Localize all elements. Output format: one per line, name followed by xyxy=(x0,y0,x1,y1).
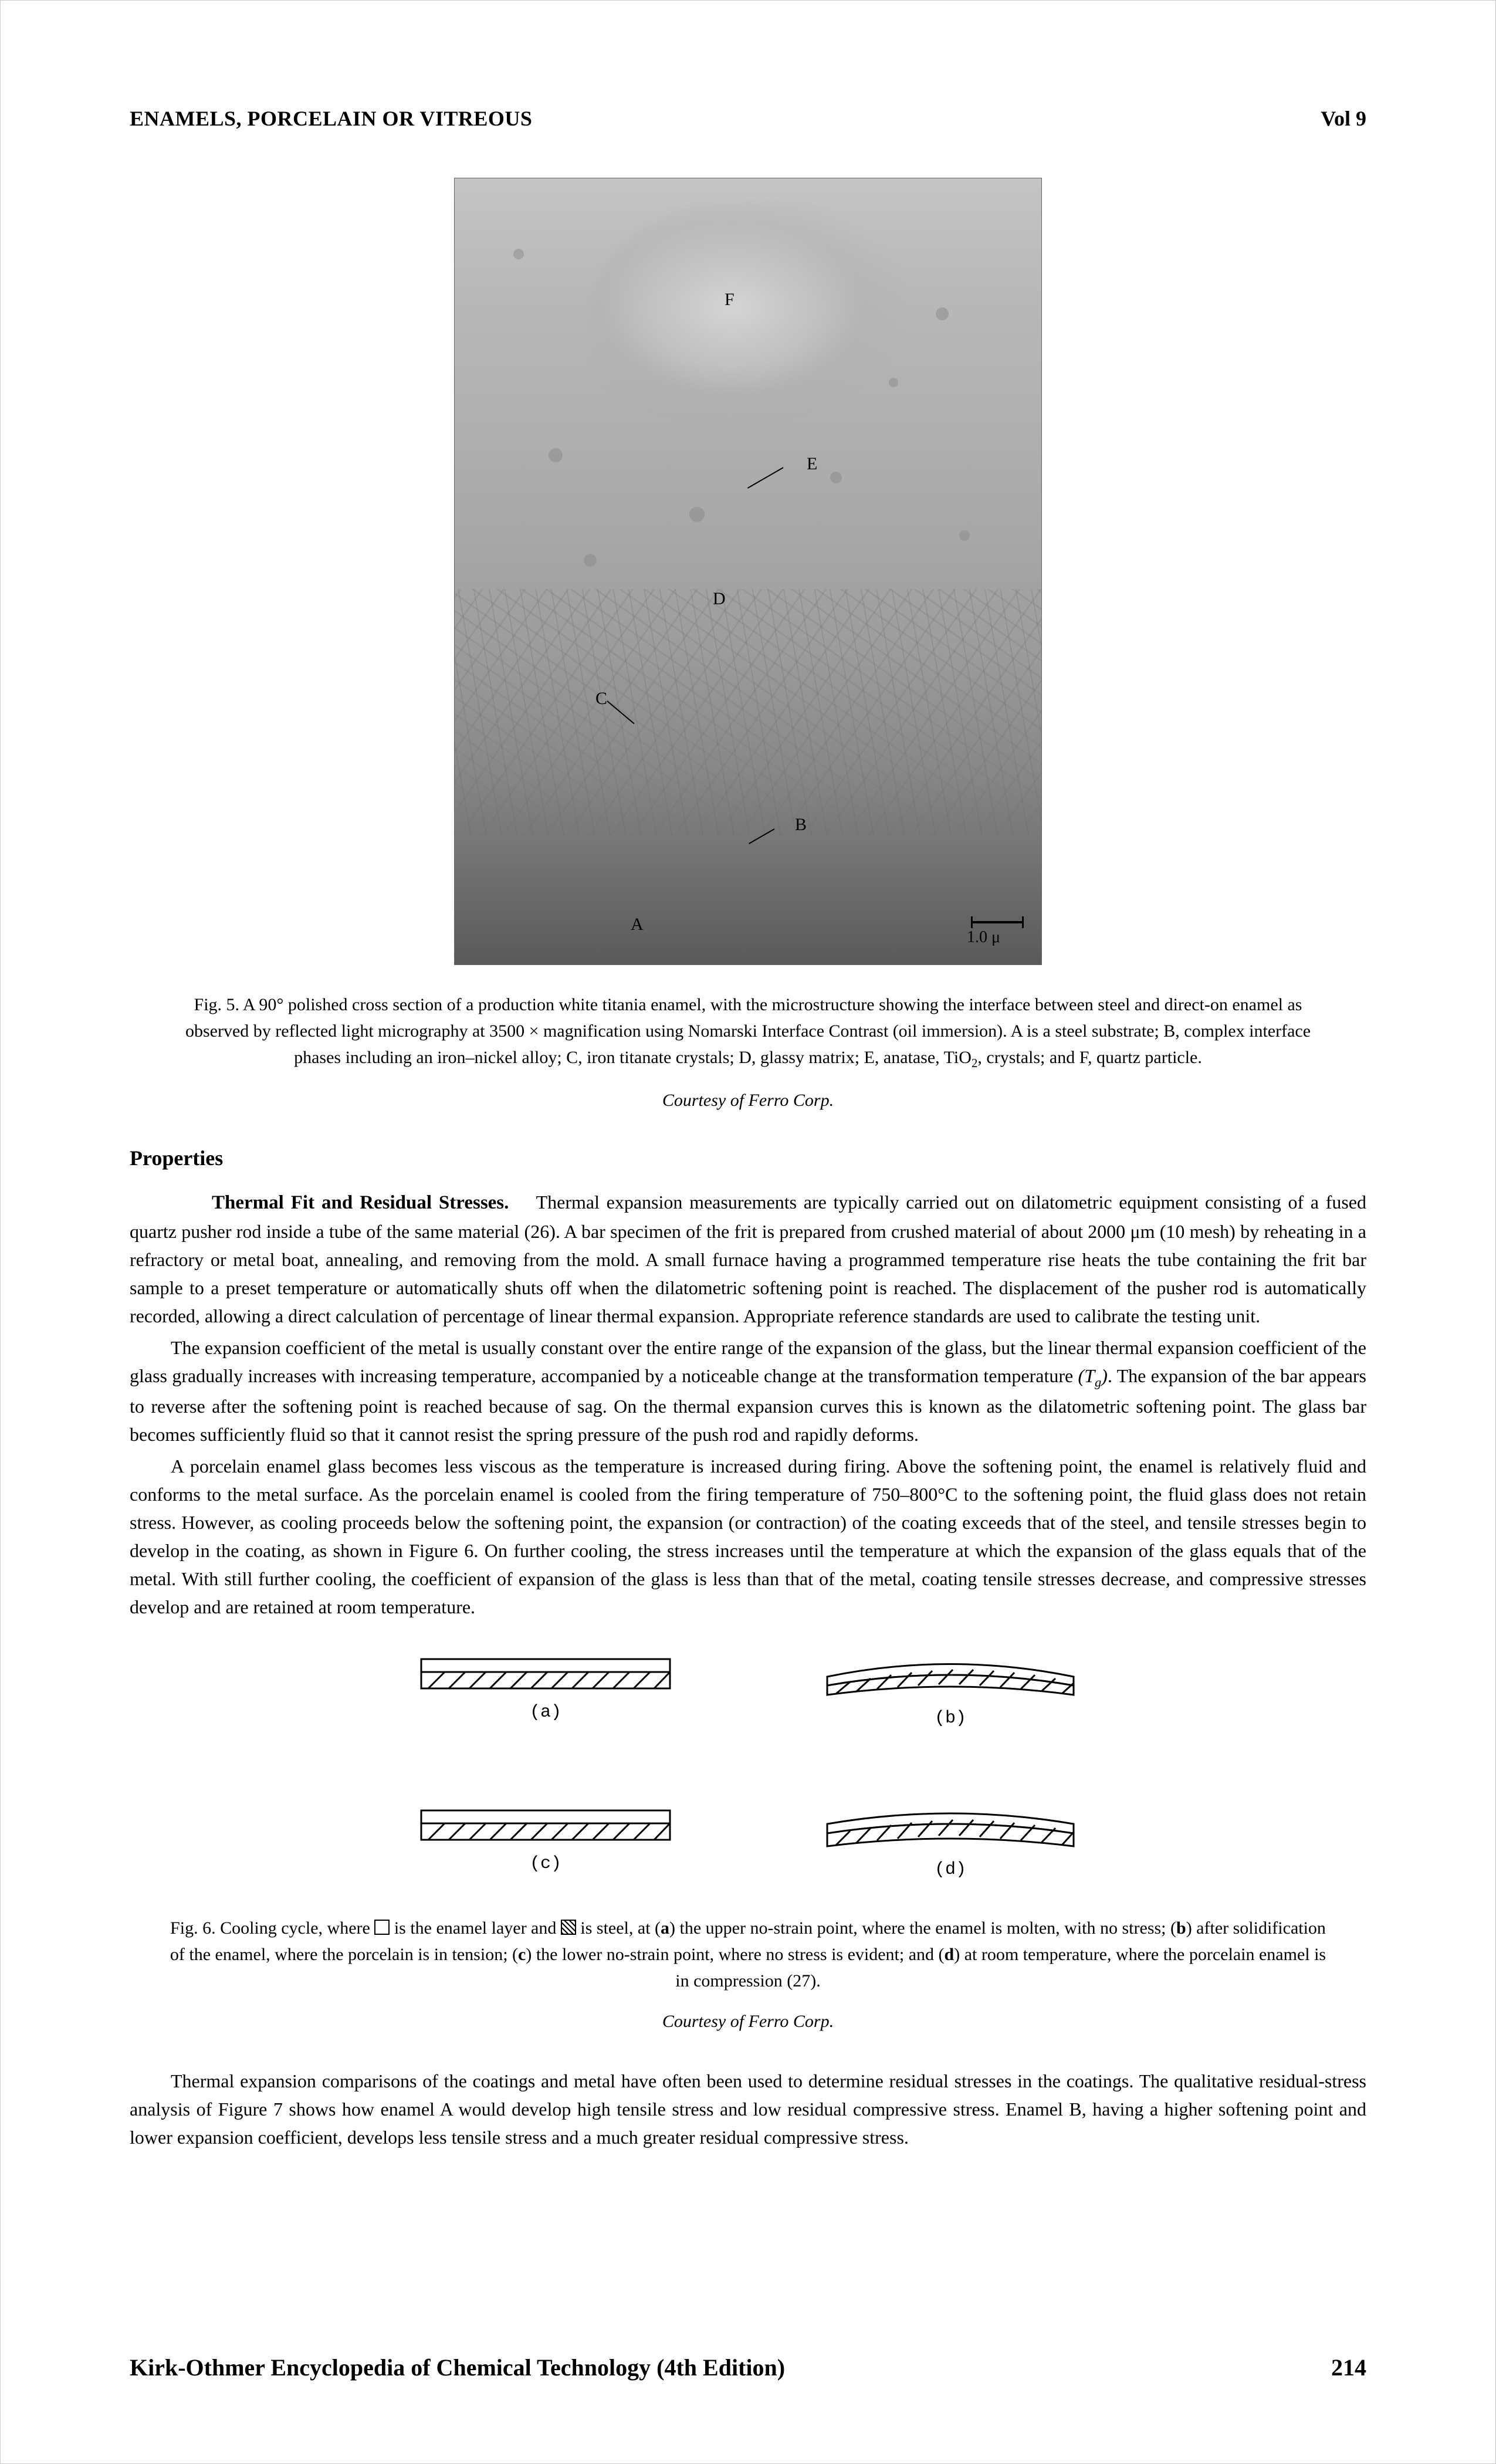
legend-steel-icon xyxy=(561,1920,576,1935)
figure-5-courtesy: Courtesy of Ferro Corp. xyxy=(130,1091,1366,1111)
figure-6-caption: Fig. 6. Cooling cycle, where is the enam… xyxy=(161,1915,1335,1994)
micrograph-speckle xyxy=(513,249,524,259)
fig6-cap-head: Fig. 6. Cooling cycle, where xyxy=(170,1918,374,1938)
figure-6-row-1: (a) (b) xyxy=(130,1656,1366,1728)
figure-6-cell-a: (a) xyxy=(419,1656,672,1728)
fig6-cap-mid1: is the enamel layer and xyxy=(390,1918,561,1938)
subsection-heading: Thermal Fit and Residual Stresses. xyxy=(212,1192,509,1213)
micrograph-speckle xyxy=(889,378,898,387)
fig6-cap-a: a xyxy=(661,1918,669,1938)
figure-6-label-b: (b) xyxy=(824,1708,1077,1728)
section-heading-properties: Properties xyxy=(130,1146,1366,1170)
header-title: ENAMELS, PORCELAIN OR VITREOUS xyxy=(130,106,532,131)
micrograph-speckle xyxy=(584,554,597,567)
micrograph-speckle xyxy=(959,530,970,541)
p2-tg: (T xyxy=(1078,1365,1095,1386)
fig6-cap-d: d xyxy=(945,1945,955,1964)
micrograph-label-e: E xyxy=(807,454,817,474)
paragraph-thermal-fit-2: The expansion coefficient of the metal i… xyxy=(130,1333,1366,1448)
paragraph-thermal-fit-3: A porcelain enamel glass becomes less vi… xyxy=(130,1452,1366,1621)
micrograph-feature-f xyxy=(590,202,906,436)
scale-bar-line xyxy=(971,921,1024,923)
diagram-b-icon xyxy=(824,1656,1077,1697)
p2-tg-sub: g xyxy=(1095,1375,1101,1389)
micrograph-speckle xyxy=(689,507,705,522)
micrograph-speckle xyxy=(830,472,842,483)
micrograph-label-c: C xyxy=(595,689,607,709)
paragraph-thermal-fit-4: Thermal expansion comparisons of the coa… xyxy=(130,2067,1366,2151)
footer-page-number: 214 xyxy=(1331,2354,1366,2381)
micrograph-crystal-band xyxy=(455,589,1041,835)
page: ENAMELS, PORCELAIN OR VITREOUS Vol 9 F E… xyxy=(0,0,1496,2464)
figure-6: (a) (b) xyxy=(130,1656,1366,2032)
fig6-cap-b: b xyxy=(1176,1918,1186,1938)
micrograph-speckle xyxy=(936,307,949,320)
page-header: ENAMELS, PORCELAIN OR VITREOUS Vol 9 xyxy=(130,106,1366,131)
header-volume: Vol 9 xyxy=(1321,106,1366,131)
fig6-cap-c: c xyxy=(518,1945,526,1964)
fig6-cap-mid3: ) the upper no-strain point, where the e… xyxy=(669,1918,1176,1938)
figure-6-cell-d: (d) xyxy=(824,1808,1077,1880)
p2-tg-close: ) xyxy=(1101,1365,1108,1386)
scale-bar-text: 1.0 μ xyxy=(967,928,1000,947)
figure-6-cell-b: (b) xyxy=(824,1656,1077,1728)
micrograph-label-f: F xyxy=(725,290,735,310)
micrograph-line xyxy=(747,467,784,489)
micrograph-label-b: B xyxy=(795,815,807,835)
page-footer: Kirk-Othmer Encyclopedia of Chemical Tec… xyxy=(130,2354,1366,2381)
figure-5-caption-tail: , crystals; and F, quartz particle. xyxy=(977,1048,1201,1067)
figure-6-row-2: (c) (d) xyxy=(130,1808,1366,1880)
diagram-c-icon xyxy=(419,1808,672,1843)
footer-publication: Kirk-Othmer Encyclopedia of Chemical Tec… xyxy=(130,2354,785,2381)
diagram-a-icon xyxy=(419,1656,672,1691)
figure-6-courtesy: Courtesy of Ferro Corp. xyxy=(130,2012,1366,2032)
diagram-d-icon xyxy=(824,1808,1077,1849)
figure-6-label-d: (d) xyxy=(824,1860,1077,1880)
figure-6-cell-c: (c) xyxy=(419,1808,672,1880)
figure-6-label-c: (c) xyxy=(419,1854,672,1874)
figure-5: F E D C B A 1.0 μ Fig. 5. A 90° polished… xyxy=(130,178,1366,1111)
micrograph-label-a: A xyxy=(631,915,644,935)
fig6-cap-mid2: is steel, at ( xyxy=(576,1918,661,1938)
micrograph-speckle xyxy=(549,448,563,462)
fig6-cap-mid5: ) the lower no-strain point, where no st… xyxy=(526,1945,944,1964)
micrograph-label-d: D xyxy=(713,589,726,609)
figure-5-caption: Fig. 5. A 90° polished cross section of … xyxy=(161,991,1335,1073)
figure-6-spacer xyxy=(130,1731,1366,1802)
paragraph-thermal-fit-1: Thermal Fit and Residual Stresses. Therm… xyxy=(130,1188,1366,1331)
legend-enamel-icon xyxy=(374,1920,390,1935)
figure-6-label-a: (a) xyxy=(419,1703,672,1722)
micrograph-image: F E D C B A 1.0 μ xyxy=(454,178,1042,965)
